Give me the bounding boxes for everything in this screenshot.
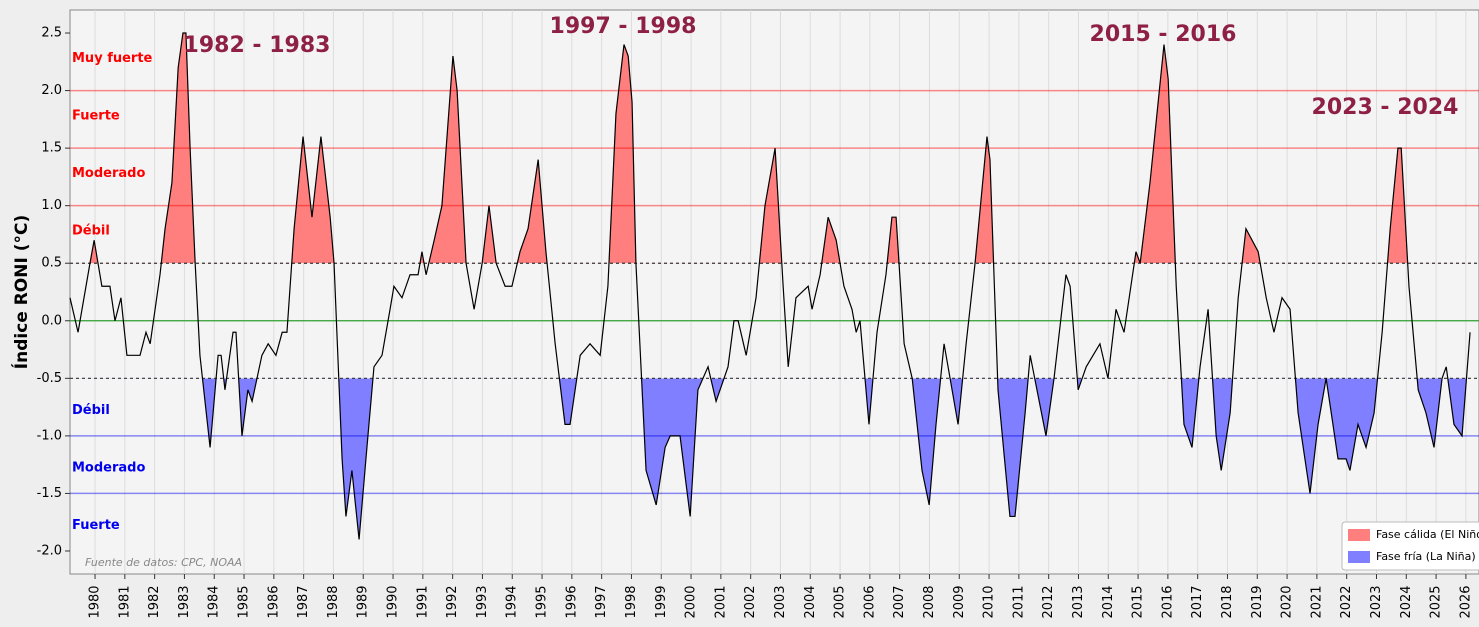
level-label: Moderado (72, 460, 145, 475)
x-tick-label: 2018 (1220, 585, 1235, 618)
x-tick-label: 2013 (1071, 585, 1086, 618)
level-label: Fuerte (72, 518, 120, 533)
legend-swatch (1348, 529, 1370, 541)
x-tick-label: 2021 (1309, 585, 1324, 618)
x-tick-label: 2019 (1250, 585, 1265, 618)
warm-fill (70, 33, 1471, 264)
x-tick-label: 2016 (1160, 585, 1175, 618)
x-tick-label: 1998 (624, 585, 639, 618)
y-tick-label: 1.0 (41, 198, 62, 213)
x-tick-label: 2022 (1339, 585, 1354, 618)
x-tick-label: 2012 (1041, 585, 1056, 618)
source: Fuente de datos: CPC, NOAA (85, 556, 242, 569)
x-tick-label: 2010 (982, 585, 997, 618)
level-label: Fuerte (72, 109, 120, 124)
x-tick-label: 2017 (1190, 585, 1205, 618)
legend-box (1341, 521, 1479, 571)
legend-swatch (1348, 551, 1370, 563)
x-tick-label: 1990 (386, 585, 401, 618)
x-tick-label: 1994 (505, 585, 520, 618)
x-tick-label: 2015 (1131, 585, 1146, 618)
x-tick-label: 2002 (743, 585, 758, 618)
x-tick-label: 1997 (594, 585, 609, 618)
y-tick-label: 0.0 (41, 313, 62, 328)
x-tick-label: 2004 (803, 585, 818, 618)
x-tick-label: 1984 (207, 585, 222, 618)
x-tick-label: 1989 (356, 585, 371, 618)
y-tick-label: 2.5 (41, 26, 62, 41)
x-tick-label: 1981 (117, 585, 132, 618)
x-tick-label: 2024 (1399, 585, 1414, 618)
level-label: Muy fuerte (72, 51, 153, 66)
x-tick-label: 1993 (475, 585, 490, 618)
x-tick-label: 2014 (1101, 585, 1116, 618)
annotation: 2023 - 2024 (1312, 95, 1459, 120)
x-tick-label: 1992 (445, 585, 460, 618)
x-tick-label: 2003 (773, 585, 788, 618)
x-tick-label: 1991 (415, 585, 430, 618)
x-tick-label: 1986 (266, 585, 281, 618)
y-tick-label: -1.5 (37, 486, 62, 501)
y-axis-label: Índice RONI (°C) (10, 215, 32, 369)
legend-label: Fase fría (La Niña) (1376, 550, 1476, 563)
x-tick-label: 2000 (684, 585, 699, 618)
y-tick-label: -0.5 (37, 371, 62, 386)
x-tick-label: 2011 (1011, 585, 1026, 618)
legend-label: Fase cálida (El Niño) (1376, 528, 1479, 541)
x-tick-label: 1987 (296, 585, 311, 618)
y-tick-label: 0.5 (41, 256, 62, 271)
y-tick-label: -1.0 (37, 428, 62, 443)
x-tick-label: 2026 (1458, 585, 1473, 618)
x-tick-label: 2007 (892, 585, 907, 618)
x-tick-label: 2020 (1280, 585, 1295, 618)
y-tick-label: 2.0 (41, 83, 62, 98)
x-tick-label: 1999 (654, 585, 669, 618)
annotation: 1982 - 1983 (184, 33, 331, 58)
x-tick-label: 1982 (147, 585, 162, 618)
annotation: 2015 - 2016 (1090, 22, 1237, 47)
x-tick-label: 1988 (326, 585, 341, 618)
x-tick-label: 2009 (952, 585, 967, 618)
y-tick-label: 1.5 (41, 141, 62, 156)
x-tick-label: 1985 (237, 585, 252, 618)
cold-fill (70, 378, 1471, 540)
level-label: Débil (72, 403, 110, 418)
x-tick-label: 2006 (862, 585, 877, 618)
x-tick-label: 2005 (833, 585, 848, 618)
x-tick-label: 1996 (564, 585, 579, 618)
x-tick-label: 1983 (177, 585, 192, 618)
x-tick-label: 2023 (1369, 585, 1384, 618)
level-label: Débil (72, 224, 110, 239)
x-tick-label: 1980 (88, 585, 103, 618)
x-tick-label: 2001 (713, 585, 728, 618)
y-tick-label: -2.0 (37, 543, 62, 558)
x-tick-label: 2008 (922, 585, 937, 618)
plot-area (69, 9, 1479, 575)
level-label: Moderado (72, 166, 145, 181)
x-tick-label: 1995 (535, 585, 550, 618)
x-tick-label: 2025 (1429, 585, 1444, 618)
annotation: 1997 - 1998 (550, 14, 697, 39)
roni-line (69, 32, 1471, 540)
